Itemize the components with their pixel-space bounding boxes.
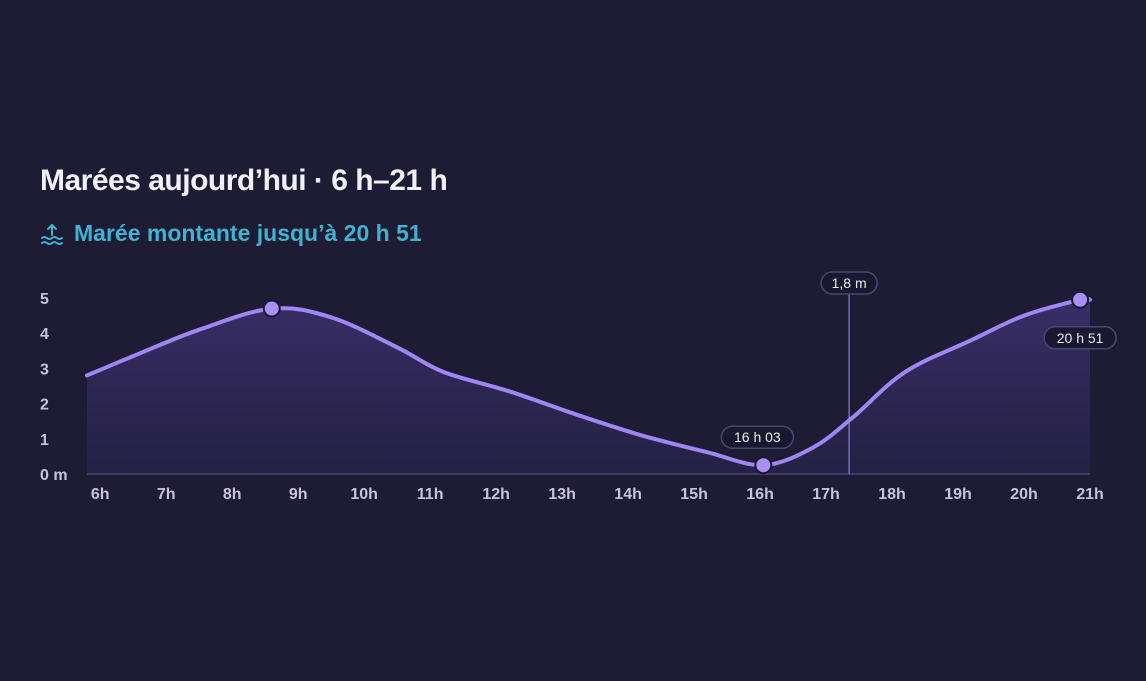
x-tick-label: 9h bbox=[289, 486, 308, 503]
y-tick-label: 2 bbox=[40, 397, 49, 414]
low-tide-label-pill bbox=[720, 425, 795, 449]
x-tick-label: 19h bbox=[944, 486, 972, 503]
x-tick-label: 20h bbox=[1010, 486, 1038, 503]
x-tick-label: 7h bbox=[157, 486, 176, 503]
tide-area bbox=[87, 298, 1090, 474]
x-tick-label: 14h bbox=[614, 486, 642, 503]
y-tick-label: 1 bbox=[40, 432, 49, 449]
cursor-value-label: 1,8 m bbox=[832, 275, 867, 291]
high-tide-label: 20 h 51 bbox=[1057, 330, 1104, 346]
x-tick-label: 6h bbox=[91, 486, 110, 503]
low-tide-label: 16 h 03 bbox=[734, 429, 781, 445]
tide-status-label: Marée montante jusqu’à 20 h 51 bbox=[74, 220, 422, 246]
x-tick-label: 8h bbox=[223, 486, 242, 503]
x-tick-label: 21h bbox=[1076, 486, 1104, 503]
tide-status: Marée montante jusqu’à 20 h 51 bbox=[40, 220, 422, 247]
y-tick-label: 3 bbox=[40, 361, 49, 378]
tide-marker bbox=[264, 301, 279, 316]
x-tick-label: 10h bbox=[350, 486, 378, 503]
x-tick-label: 11h bbox=[417, 486, 444, 503]
tide-rising-icon bbox=[40, 223, 64, 245]
cursor-value-label-pill bbox=[820, 271, 878, 295]
x-tick-label: 16h bbox=[746, 486, 774, 503]
tide-marker bbox=[756, 458, 771, 473]
page-title: Marées aujourd’hui · 6 h–21 h bbox=[40, 164, 448, 197]
x-tick-label: 13h bbox=[548, 486, 576, 503]
high-tide-label-pill bbox=[1043, 326, 1117, 350]
x-tick-label: 15h bbox=[680, 486, 708, 503]
y-tick-label: 0 m bbox=[40, 467, 68, 484]
tide-marker bbox=[1073, 292, 1088, 307]
y-tick-label: 4 bbox=[40, 326, 49, 343]
x-tick-label: 17h bbox=[812, 486, 840, 503]
x-tick-label: 18h bbox=[878, 486, 906, 503]
x-tick-label: 12h bbox=[482, 486, 510, 503]
y-tick-label: 5 bbox=[40, 291, 49, 308]
